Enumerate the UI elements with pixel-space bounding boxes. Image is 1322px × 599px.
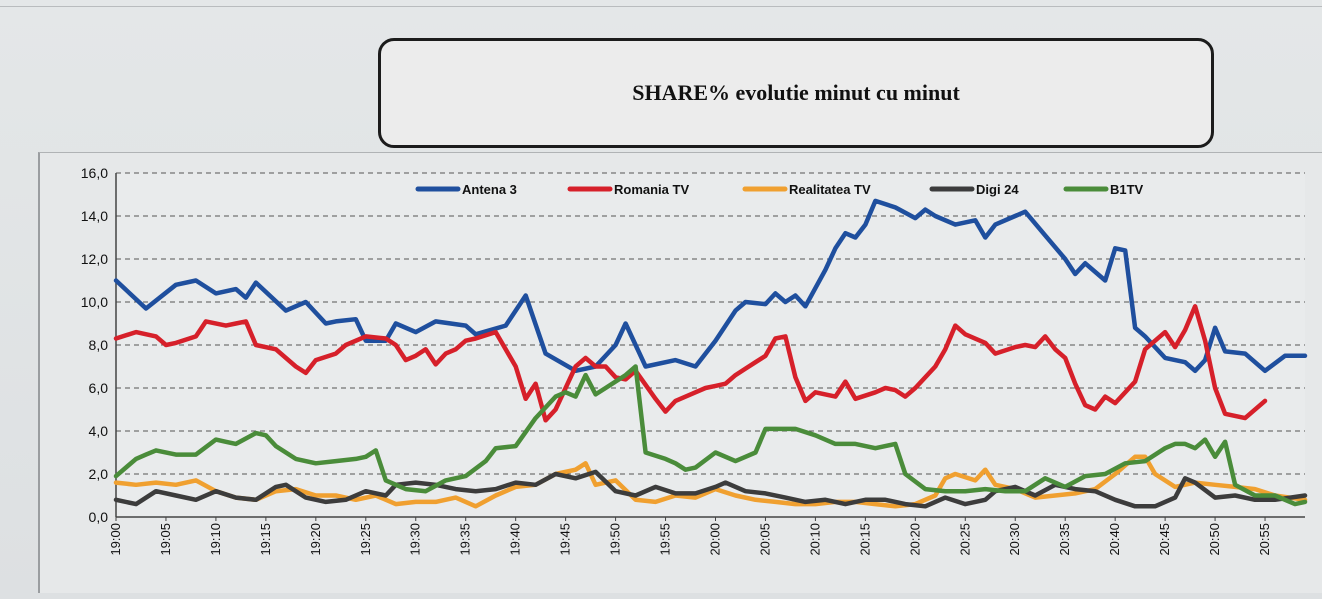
x-tick-label: 19:30 (408, 523, 423, 556)
y-tick-label: 0,0 (89, 509, 109, 525)
x-tick-label: 19:50 (608, 523, 623, 556)
x-tick-label: 20:00 (707, 523, 722, 556)
x-tick-label: 19:35 (458, 523, 473, 556)
chart-title: SHARE% evolutie minut cu minut (632, 80, 960, 105)
x-tick-label: 20:20 (907, 523, 922, 556)
x-tick-label: 19:15 (258, 523, 273, 556)
x-tick-label: 20:30 (1007, 523, 1022, 556)
title-box: SHARE% evolutie minut cu minut (378, 38, 1214, 148)
x-tick-label: 19:00 (108, 523, 123, 556)
legend-label: B1TV (1110, 182, 1144, 197)
series-line (113, 364, 1308, 507)
x-tick-label: 20:45 (1157, 523, 1172, 556)
y-tick-label: 14,0 (81, 208, 108, 224)
series-line (113, 198, 1308, 374)
series-line (113, 454, 1308, 509)
series-line (113, 469, 1308, 509)
y-tick-label: 4,0 (89, 423, 109, 439)
y-tick-label: 10,0 (81, 294, 108, 310)
x-tick-label: 19:05 (158, 523, 173, 556)
series-line (113, 304, 1268, 423)
x-tick-label: 20:10 (807, 523, 822, 556)
x-tick-label: 19:45 (558, 523, 573, 556)
legend-label: Realitatea TV (789, 182, 871, 197)
x-tick-label: 20:05 (757, 523, 772, 556)
x-tick-label: 19:20 (308, 523, 323, 556)
x-tick-label: 19:25 (358, 523, 373, 556)
x-tick-label: 19:40 (508, 523, 523, 556)
x-tick-label: 20:15 (857, 523, 872, 556)
x-tick-label: 19:10 (208, 523, 223, 556)
y-tick-label: 12,0 (81, 251, 108, 267)
y-tick-label: 2,0 (89, 466, 109, 482)
y-tick-label: 16,0 (81, 165, 108, 181)
legend-label: Antena 3 (462, 182, 517, 197)
x-tick-label: 20:35 (1057, 523, 1072, 556)
x-tick-label: 20:40 (1107, 523, 1122, 556)
x-tick-label: 20:25 (957, 523, 972, 556)
top-divider (0, 6, 1322, 7)
x-tick-label: 19:55 (658, 523, 673, 556)
legend-label: Romania TV (614, 182, 689, 197)
x-tick-label: 20:55 (1257, 523, 1272, 556)
x-tick-label: 20:50 (1207, 523, 1222, 556)
y-tick-label: 6,0 (89, 380, 109, 396)
legend-label: Digi 24 (976, 182, 1019, 197)
y-tick-label: 8,0 (89, 337, 109, 353)
